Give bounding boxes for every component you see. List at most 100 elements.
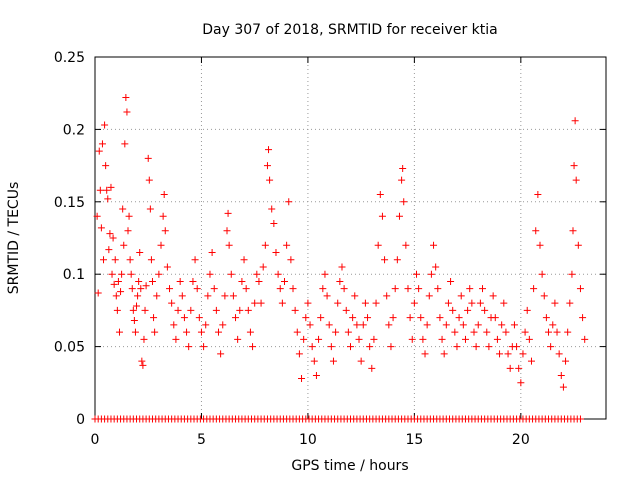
data-point <box>564 328 572 336</box>
data-point <box>359 321 367 329</box>
data-point <box>94 289 102 297</box>
x-tick-label: 15 <box>405 432 423 448</box>
data-point <box>206 270 214 278</box>
data-point <box>204 292 212 300</box>
data-point <box>510 321 518 329</box>
data-point <box>302 314 310 322</box>
data-point <box>470 328 478 336</box>
data-point <box>551 299 559 307</box>
data-point <box>489 292 497 300</box>
data-point <box>569 227 577 235</box>
data-point <box>534 191 542 199</box>
data-point <box>378 212 386 220</box>
data-point <box>474 321 482 329</box>
data-point <box>138 357 146 365</box>
data-point <box>114 277 122 285</box>
data-point <box>436 314 444 322</box>
data-point <box>374 241 382 249</box>
y-tick-label: 0.15 <box>54 195 85 211</box>
data-point <box>370 335 378 343</box>
data-point <box>453 343 461 351</box>
data-point <box>236 306 244 314</box>
x-tick-label: 0 <box>91 432 100 448</box>
data-point <box>280 277 288 285</box>
data-point <box>263 162 271 170</box>
data-point <box>421 350 429 358</box>
data-point <box>434 285 442 293</box>
data-point <box>93 212 101 220</box>
data-point <box>210 285 218 293</box>
data-point <box>515 364 523 372</box>
data-point <box>200 343 208 351</box>
data-point <box>137 285 145 293</box>
data-point <box>146 205 154 213</box>
data-point <box>127 270 135 278</box>
data-point <box>129 306 137 314</box>
data-point <box>506 364 514 372</box>
data-point <box>304 299 312 307</box>
x-tick-label: 10 <box>299 432 317 448</box>
data-point <box>464 306 472 314</box>
data-point <box>500 299 508 307</box>
data-point <box>160 191 168 199</box>
data-point <box>504 350 512 358</box>
data-point <box>191 256 199 264</box>
y-axis-label: SRMTID / TECUs <box>6 182 22 295</box>
data-point <box>383 292 391 300</box>
data-point <box>110 280 118 288</box>
data-point <box>120 241 128 249</box>
data-point <box>278 299 286 307</box>
data-point <box>344 328 352 336</box>
data-point <box>576 285 584 293</box>
data-point <box>532 227 540 235</box>
data-point <box>140 335 148 343</box>
data-point <box>224 209 232 217</box>
data-point <box>97 224 105 232</box>
data-point <box>249 343 257 351</box>
data-point <box>457 292 465 300</box>
data-point <box>547 343 555 351</box>
data-point <box>427 270 435 278</box>
data-point <box>283 241 291 249</box>
data-point <box>183 328 191 336</box>
data-point <box>493 335 501 343</box>
data-point <box>570 162 578 170</box>
data-point <box>242 285 250 293</box>
data-point <box>255 277 263 285</box>
data-point <box>347 343 354 351</box>
data-point <box>395 212 403 220</box>
data-point <box>98 140 106 148</box>
data-point <box>566 299 574 307</box>
data-point <box>571 117 579 125</box>
data-point <box>142 282 150 290</box>
data-point <box>451 328 459 336</box>
data-point <box>131 328 139 336</box>
data-point <box>229 292 237 300</box>
data-point <box>155 270 163 278</box>
data-point <box>293 328 301 336</box>
data-point <box>357 357 365 365</box>
plot-frame <box>94 56 607 420</box>
data-point <box>157 241 165 249</box>
data-point <box>319 285 327 293</box>
data-point <box>225 241 233 249</box>
data-point <box>323 292 331 300</box>
data-point <box>553 328 561 336</box>
data-point <box>315 335 323 343</box>
data-point <box>298 374 306 382</box>
data-point <box>472 343 480 351</box>
data-point <box>325 321 333 329</box>
x-axis-label: GPS time / hours <box>291 458 408 474</box>
data-point <box>161 227 169 235</box>
data-point <box>170 321 178 329</box>
data-point <box>119 205 127 213</box>
data-point <box>135 277 143 285</box>
data-point <box>272 248 280 256</box>
data-point <box>251 299 259 307</box>
data-point <box>364 314 372 322</box>
ticks <box>94 56 606 420</box>
data-point <box>581 335 589 343</box>
y-tick-label: 0 <box>76 412 85 428</box>
data-point <box>502 328 510 336</box>
data-point <box>172 335 180 343</box>
